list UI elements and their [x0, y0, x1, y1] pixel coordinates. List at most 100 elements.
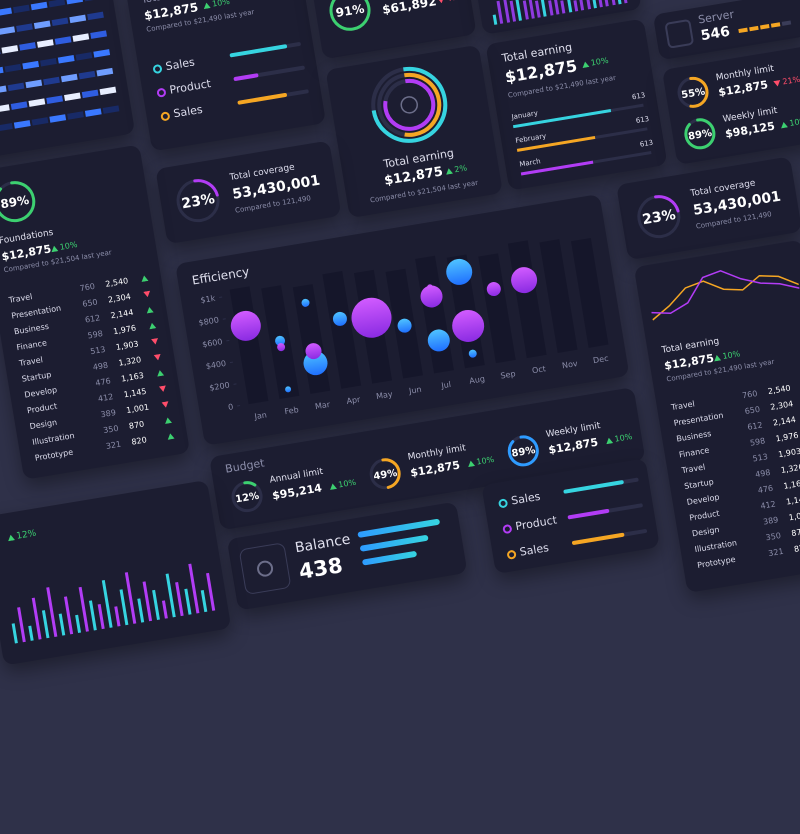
decor-bar	[573, 0, 578, 11]
change-badge: 21%	[773, 75, 800, 88]
card-title: Server	[697, 8, 735, 27]
legend-label: Product	[169, 77, 212, 97]
trend-icon	[780, 121, 788, 128]
heatmap-cell	[16, 23, 33, 32]
x-tick-label: Dec	[592, 354, 609, 365]
gauge: 89%	[680, 114, 719, 153]
month-column	[230, 286, 269, 404]
decor-bar	[522, 1, 528, 20]
row-label: Design	[29, 418, 58, 431]
progress-bar	[357, 519, 440, 538]
decor-bar	[535, 0, 541, 17]
legend-dot	[506, 550, 516, 560]
y-tick-label: $800	[198, 315, 220, 327]
progress-bar	[229, 44, 286, 57]
row-value: 613	[639, 139, 654, 149]
ring-track	[382, 77, 437, 132]
legend-dot	[160, 111, 170, 121]
row-value: 870	[791, 527, 800, 538]
trend-arrow	[329, 482, 337, 489]
decor-bar	[616, 0, 622, 4]
progress-bar	[567, 509, 609, 520]
row-value: 1,976	[775, 431, 799, 444]
decor-bar	[577, 0, 584, 10]
gauge-label: 89%	[0, 193, 30, 212]
trend-icon	[713, 354, 721, 361]
trend-icon	[164, 417, 172, 424]
change-badge: 10%	[581, 56, 609, 69]
gauge: 23%	[172, 174, 225, 227]
trend-chart	[645, 251, 800, 335]
change-value: 10%	[590, 56, 609, 68]
trend-icon	[445, 167, 453, 174]
server-icon	[664, 19, 694, 49]
row-label: Design	[691, 525, 720, 538]
heatmap-cell	[0, 67, 4, 76]
heatmap-cell	[0, 8, 12, 17]
change-badge: 12%	[7, 529, 37, 544]
gauge: 49%	[366, 454, 405, 493]
change-value: 10%	[476, 455, 495, 467]
trend-arrow	[154, 354, 162, 361]
heatmap-cell	[0, 104, 10, 113]
change-value: 10%	[722, 349, 741, 361]
gauge-label: 89%	[511, 445, 536, 460]
balance-value: 438	[297, 553, 344, 584]
heatmap-cell	[52, 18, 69, 27]
trend-icon	[148, 322, 156, 329]
gauge-label: 49%	[373, 468, 398, 483]
row-value: 870	[128, 420, 145, 431]
legend-label: Sales	[173, 103, 204, 121]
change-value: 10%	[789, 116, 800, 128]
month-column	[478, 253, 515, 363]
trend-icon	[467, 460, 475, 467]
row-label: Business	[13, 322, 49, 337]
bar	[162, 600, 168, 618]
decor-bar	[771, 22, 781, 27]
ring-center	[400, 96, 418, 114]
legend-label: Sales	[165, 55, 196, 73]
row-value: 2,540	[105, 276, 129, 289]
card-title: Budget	[224, 456, 265, 475]
progress-bar	[237, 93, 287, 105]
row-count: 476	[95, 376, 112, 387]
row-value: 2,144	[772, 415, 796, 428]
row-label: Product	[689, 509, 720, 523]
row-value: 1,145	[123, 387, 147, 400]
x-tick-label: Apr	[346, 395, 362, 406]
heatmap-cell	[5, 64, 22, 73]
decor-bar	[510, 1, 516, 22]
x-tick-label: Aug	[469, 374, 486, 385]
change-badge: 10%	[203, 0, 231, 10]
gauge-label: 23%	[180, 191, 216, 212]
change-badge: 10%	[713, 349, 741, 362]
row-value: 2,144	[110, 308, 134, 321]
heatmap-cell	[61, 74, 78, 83]
row-label: March	[519, 157, 541, 168]
row-count: 321	[768, 547, 785, 558]
amount: $12,875	[547, 436, 599, 457]
trend-line	[648, 266, 800, 320]
change-badge: 10%	[50, 240, 78, 253]
row-count: 650	[744, 405, 761, 416]
decor-bar	[782, 20, 792, 25]
bar	[75, 615, 81, 633]
x-tick-label: Oct	[531, 364, 546, 375]
trend-line	[647, 259, 800, 317]
row-count: 389	[762, 515, 779, 526]
trend-arrow	[164, 417, 172, 424]
heatmap-cell	[31, 2, 48, 11]
y-tick-label: $200	[209, 381, 231, 393]
row-value: 613	[635, 115, 650, 125]
row-value: 2,540	[767, 383, 791, 396]
trend-icon	[154, 354, 162, 361]
heatmap-cell	[37, 39, 54, 48]
progress-bar	[233, 73, 259, 81]
change-badge: 10%	[605, 432, 633, 445]
heatmap-cell	[76, 52, 93, 61]
amount: $12,875	[409, 459, 461, 480]
row-label: Develop	[24, 385, 58, 399]
